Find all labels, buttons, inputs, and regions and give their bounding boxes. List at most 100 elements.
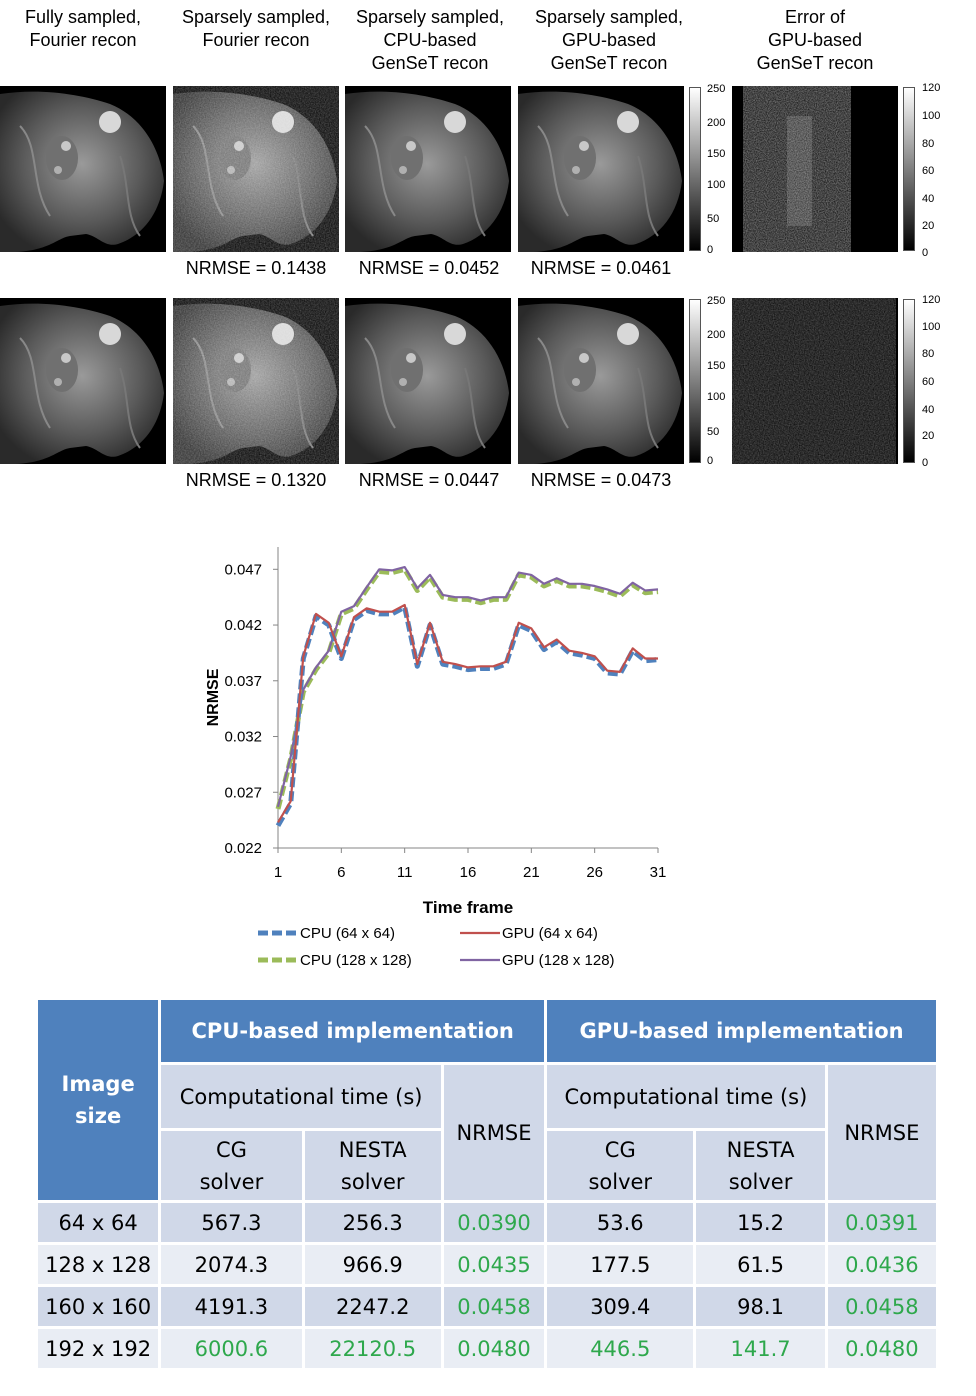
x-tick-label: 1: [274, 864, 282, 881]
nrmse-label-row2-sparse-fourier: NRMSE = 0.1320: [185, 470, 327, 490]
column-header-cpu-genset: Sparsely sampled, CPU-based GenSeT recon: [355, 7, 505, 73]
series-line-cpu-128-x-128-: [275, 566, 659, 810]
colorbar-error-tick: 80: [922, 138, 935, 150]
colorbar-error-row1: [903, 87, 915, 251]
x-tick-label: 11: [397, 864, 413, 881]
nrmse-label-row2-cpu-genset: NRMSE = 0.0447: [358, 470, 500, 490]
header-cpu-implementation: CPU-based implementation: [158, 997, 548, 1065]
mri-image-row2-fully-sampled: [0, 298, 166, 464]
cell-gpu-nesta: 15.2: [693, 1200, 828, 1245]
colorbar-image-tick: 0: [707, 244, 714, 256]
header-gpu-nrmse: NRMSE: [824, 1062, 940, 1203]
cell-gpu-cg: 309.4: [544, 1284, 697, 1329]
cell-size: 128 x 128: [34, 1242, 162, 1287]
cell-gpu-nesta: 141.7: [693, 1326, 828, 1371]
header-gpu-cg-solver: CG solver: [544, 1128, 697, 1203]
header-gpu-implementation: GPU-based implementation: [544, 997, 939, 1065]
colorbar-image-tick: 150: [707, 148, 726, 160]
cell-cpu-nrmse: 0.0458: [440, 1284, 548, 1329]
y-tick-label: 0.027: [224, 784, 262, 801]
series-line-gpu-128-x-128-: [276, 566, 659, 808]
x-tick-label: 31: [650, 864, 667, 881]
colorbar-error-tick: 120: [922, 294, 941, 306]
colorbar-error-tick: 20: [922, 430, 935, 442]
colorbar-image-row2: [689, 299, 701, 463]
mri-image-row1-gpu-genset: [518, 86, 684, 252]
colorbar-error-tick: 100: [922, 321, 941, 333]
y-tick-label: 0.047: [224, 561, 262, 578]
column-header-error: Error of GPU-based GenSeT recon: [756, 7, 874, 73]
mri-image-row2-cpu-genset: [345, 298, 511, 464]
cell-gpu-nesta: 61.5: [693, 1242, 828, 1287]
y-tick-label: 0.037: [224, 673, 262, 690]
colorbar-image-tick: 200: [707, 329, 726, 341]
x-tick-label: 21: [523, 864, 540, 881]
colorbar-error-tick: 60: [922, 165, 935, 177]
cell-cpu-cg: 567.3: [158, 1200, 305, 1245]
column-header-fully-sampled: Fully sampled, Fourier recon: [24, 7, 142, 50]
colorbar-error-row2: [903, 299, 915, 463]
table-row: 128 x 128 2074.3 966.9 0.0435 177.5 61.5…: [34, 1242, 940, 1287]
cell-cpu-cg: 2074.3: [158, 1242, 305, 1287]
cell-cpu-nesta: 256.3: [301, 1200, 444, 1245]
colorbar-error-tick: 20: [922, 220, 935, 232]
cell-cpu-nrmse: 0.0390: [440, 1200, 548, 1245]
cell-gpu-cg: 177.5: [544, 1242, 697, 1287]
y-axis-label: NRMSE: [205, 668, 222, 726]
header-gpu-nesta-solver: NESTA solver: [693, 1128, 828, 1203]
cell-gpu-nrmse: 0.0458: [824, 1284, 940, 1329]
cell-gpu-cg: 446.5: [544, 1326, 697, 1371]
cell-cpu-nesta: 966.9: [301, 1242, 444, 1287]
cell-gpu-nrmse: 0.0391: [824, 1200, 940, 1245]
colorbar-image-tick: 150: [707, 360, 726, 372]
colorbar-image-row1: [689, 87, 701, 251]
mri-image-row1-sparse-fourier: [173, 86, 339, 252]
x-axis-label: Time frame: [423, 898, 513, 917]
colorbar-error-tick: 40: [922, 404, 935, 416]
colorbar-error-tick: 120: [922, 82, 941, 94]
cell-cpu-nrmse: 0.0480: [440, 1326, 548, 1371]
column-header-sparse-fourier: Sparsely sampled, Fourier recon: [181, 7, 331, 50]
cell-cpu-cg: 4191.3: [158, 1284, 305, 1329]
nrmse-label-row1-gpu-genset: NRMSE = 0.0461: [530, 258, 672, 278]
legend-label: GPU (128 x 128): [502, 952, 615, 969]
column-header-gpu-genset: Sparsely sampled, GPU-based GenSeT recon: [534, 7, 684, 73]
colorbar-image-tick: 100: [707, 391, 726, 403]
table-row: 160 x 160 4191.3 2247.2 0.0458 309.4 98.…: [34, 1284, 940, 1329]
header-cpu-computational-time: Computational time (s): [158, 1062, 444, 1131]
error-map-row1: [732, 86, 898, 252]
cell-cpu-nrmse: 0.0435: [440, 1242, 548, 1287]
mri-image-row2-gpu-genset: [518, 298, 684, 464]
cell-cpu-nesta: 2247.2: [301, 1284, 444, 1329]
header-cpu-cg-solver: CG solver: [158, 1128, 305, 1203]
y-tick-label: 0.032: [224, 729, 262, 746]
header-cpu-nrmse: NRMSE: [440, 1062, 548, 1203]
colorbar-image-tick: 200: [707, 117, 726, 129]
cell-cpu-cg: 6000.6: [158, 1326, 305, 1371]
colorbar-error-tick: 40: [922, 193, 935, 205]
colorbar-image-tick: 50: [707, 426, 720, 438]
colorbar-image-tick: 250: [707, 83, 726, 95]
table-row: 192 x 192 6000.6 22120.5 0.0480 446.5 14…: [34, 1326, 940, 1371]
cell-cpu-nesta: 22120.5: [301, 1326, 444, 1371]
header-image-size: Image size: [34, 997, 162, 1203]
y-tick-label: 0.022: [224, 840, 262, 857]
colorbar-image-tick: 50: [707, 213, 720, 225]
cell-size: 160 x 160: [34, 1284, 162, 1329]
legend-label: CPU (64 x 64): [300, 925, 395, 942]
error-map-row2: [732, 298, 898, 464]
x-tick-label: 6: [337, 864, 345, 881]
mri-image-row1-cpu-genset: [345, 86, 511, 252]
colorbar-error-tick: 100: [922, 110, 941, 122]
series-line-cpu-64-x-64-: [275, 604, 659, 827]
table-row: 64 x 64 567.3 256.3 0.0390 53.6 15.2 0.0…: [34, 1200, 940, 1245]
colorbar-error-tick: 60: [922, 376, 935, 388]
cell-gpu-cg: 53.6: [544, 1200, 697, 1245]
colorbar-image-tick: 250: [707, 295, 726, 307]
colorbar-image-tick: 0: [707, 455, 714, 467]
mri-image-row2-sparse-fourier: [173, 298, 339, 464]
mri-image-row1-fully-sampled: [0, 86, 166, 252]
series-line-gpu-64-x-64-: [277, 603, 658, 823]
legend-label: GPU (64 x 64): [502, 925, 598, 942]
